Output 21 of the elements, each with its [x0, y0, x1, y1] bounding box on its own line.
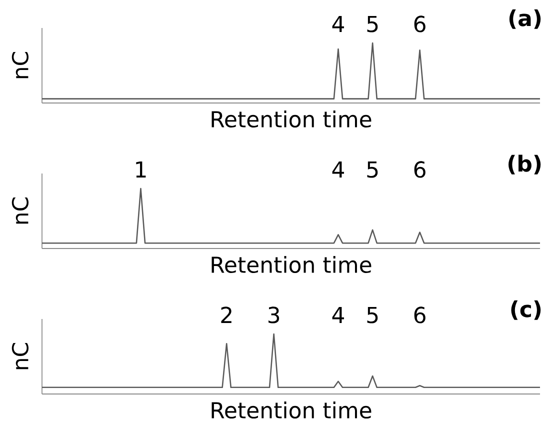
y-axis-title: nC [12, 198, 29, 224]
x-axis-title: Retention time [212, 402, 372, 419]
y-axis-title: nC [12, 52, 29, 78]
text: 4 [332, 161, 344, 178]
text: 1 [136, 161, 146, 178]
text: 6 [414, 161, 426, 178]
chart-title: (c) [511, 300, 541, 320]
text: 5 [367, 161, 378, 178]
y-axis-title: nC [12, 343, 29, 370]
text: 5 [367, 16, 378, 32]
x-axis-title: Retention time [212, 256, 372, 274]
text: 4 [332, 306, 344, 323]
text: 6 [414, 16, 426, 32]
x-axis-title: Retention time [212, 110, 372, 128]
chart-title: (b) [508, 154, 541, 174]
text: 4 [332, 16, 344, 32]
text: 2 [221, 306, 232, 323]
text: 5 [367, 306, 378, 324]
text: 6 [414, 306, 426, 324]
chart-title: (a) [509, 9, 541, 29]
text: 3 [268, 306, 280, 324]
